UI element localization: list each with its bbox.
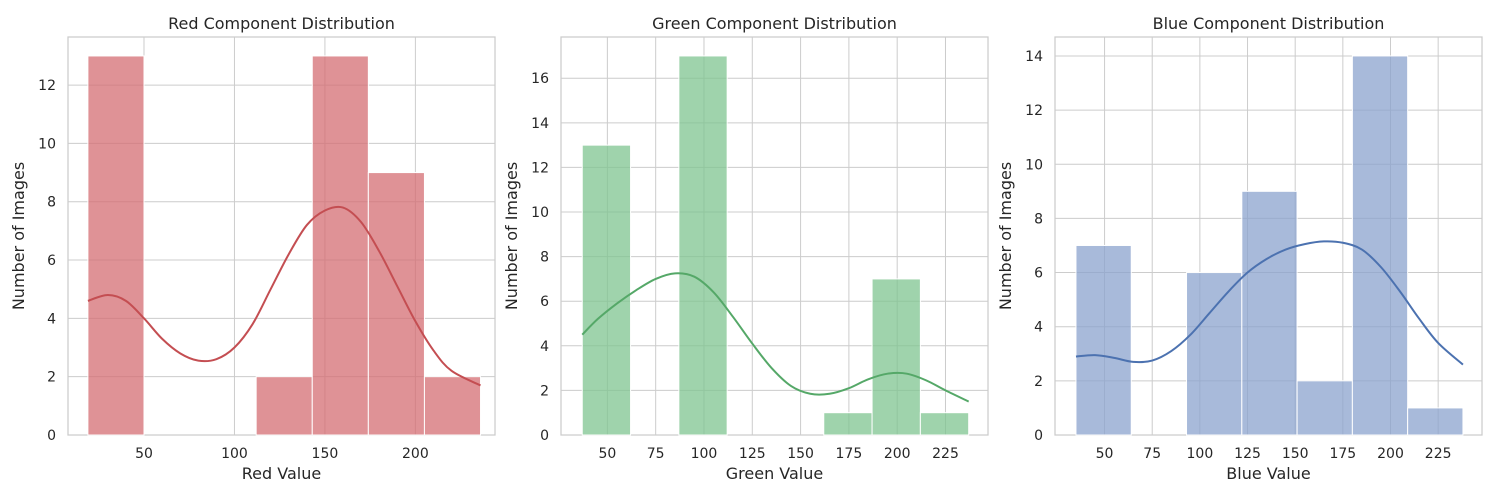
x-tick-label: 125 <box>739 446 766 462</box>
chart-title: Red Component Distribution <box>168 14 395 33</box>
x-tick-label: 225 <box>1425 446 1452 462</box>
y-tick-label: 2 <box>47 370 56 386</box>
x-tick-label: 100 <box>1187 446 1214 462</box>
histogram-bar <box>581 144 632 436</box>
y-tick-label: 14 <box>531 116 549 132</box>
y-tick-label: 0 <box>540 428 549 444</box>
x-tick-label: 125 <box>1234 446 1261 462</box>
x-axis-label: Blue Value <box>1226 464 1310 483</box>
x-tick-label: 100 <box>691 446 718 462</box>
histogram-bar <box>1351 55 1409 436</box>
y-tick-label: 12 <box>531 160 549 176</box>
x-tick-label: 50 <box>1096 446 1114 462</box>
x-tick-label: 150 <box>1282 446 1309 462</box>
histogram-bar <box>311 55 369 436</box>
histogram-bar <box>1186 272 1243 436</box>
y-axis-label: Number of Images <box>502 162 521 310</box>
y-axis-label: Number of Images <box>9 162 28 310</box>
histogram-bar <box>423 376 482 436</box>
kde-curve <box>581 272 970 403</box>
y-tick-label: 4 <box>540 339 549 355</box>
x-tick-label: 100 <box>221 446 248 462</box>
histogram-bar <box>1407 407 1464 436</box>
x-tick-label: 200 <box>1377 446 1404 462</box>
y-tick-label: 12 <box>38 78 56 94</box>
x-tick-label: 225 <box>932 446 959 462</box>
y-tick-label: 2 <box>540 383 549 399</box>
y-tick-label: 6 <box>1034 266 1043 282</box>
x-tick-label: 175 <box>1329 446 1356 462</box>
histogram-bar <box>87 55 145 436</box>
x-tick-label: 200 <box>402 446 429 462</box>
chart-panel-1: 50 75 100 125 150 175 200 225 0 2 4 6 8 10 12 14 16 Green… <box>502 14 989 483</box>
y-tick-label: 0 <box>1034 428 1043 444</box>
chart-panel-0: 50 100 150 200 0 2 4 6 8 10 12 Red Component Distri… <box>9 14 496 483</box>
y-tick-label: 10 <box>1025 157 1043 173</box>
histogram-bar <box>1241 190 1298 436</box>
histogram-bar <box>1075 244 1132 436</box>
kde-curve <box>87 205 481 387</box>
chart-panel-2: 50 75 100 125 150 175 200 225 0 2 4 6 8 10 12 14 Blue Co… <box>996 14 1483 483</box>
x-tick-label: 150 <box>312 446 339 462</box>
x-tick-label: 200 <box>884 446 911 462</box>
y-tick-label: 12 <box>1025 103 1043 119</box>
y-tick-label: 8 <box>540 250 549 266</box>
x-tick-label: 50 <box>598 446 616 462</box>
histogram-bar <box>823 412 873 436</box>
y-tick-label: 6 <box>540 294 549 310</box>
histogram-bar <box>871 278 921 436</box>
x-tick-label: 150 <box>787 446 814 462</box>
histogram-bar <box>678 55 728 436</box>
y-tick-label: 4 <box>1034 320 1043 336</box>
y-tick-label: 2 <box>1034 374 1043 390</box>
y-tick-label: 0 <box>47 428 56 444</box>
chart-title: Blue Component Distribution <box>1153 14 1385 33</box>
y-tick-label: 10 <box>38 136 56 152</box>
x-tick-label: 50 <box>135 446 153 462</box>
histogram-bar <box>1296 380 1353 436</box>
x-axis-label: Red Value <box>242 464 321 483</box>
x-tick-label: 75 <box>1143 446 1161 462</box>
y-tick-label: 8 <box>47 195 56 211</box>
y-tick-label: 4 <box>47 311 56 327</box>
histogram-bar <box>255 376 313 436</box>
x-axis-label: Green Value <box>726 464 823 483</box>
chart-title: Green Component Distribution <box>652 14 897 33</box>
y-tick-label: 14 <box>1025 49 1043 65</box>
x-tick-label: 75 <box>647 446 665 462</box>
histogram-bar <box>367 172 425 436</box>
y-tick-label: 6 <box>47 253 56 269</box>
y-tick-label: 8 <box>1034 211 1043 227</box>
y-axis-label: Number of Images <box>996 162 1015 310</box>
histogram-bar <box>919 412 970 436</box>
x-tick-label: 175 <box>836 446 863 462</box>
kde-curve <box>1075 240 1464 366</box>
y-tick-label: 10 <box>531 205 549 221</box>
y-tick-label: 16 <box>531 71 549 87</box>
